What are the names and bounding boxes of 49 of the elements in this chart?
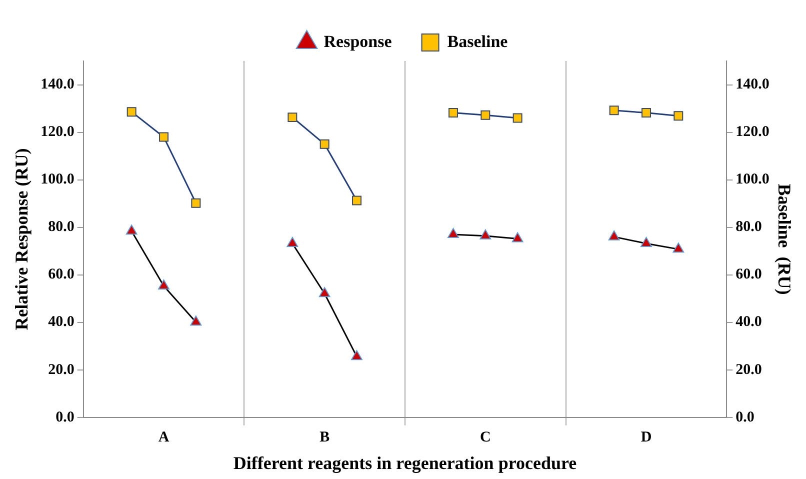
y-axis-title: Relative Response (RU)	[11, 148, 32, 330]
point	[674, 111, 684, 121]
y2-tick-label: 60.0	[736, 266, 762, 283]
point	[608, 230, 620, 240]
point	[448, 108, 458, 118]
point	[288, 112, 298, 122]
x-axis-title: Different reagents in regeneration procedure	[233, 452, 577, 473]
y-tick-label: 0.0	[56, 409, 74, 426]
point	[191, 198, 201, 208]
point	[609, 106, 619, 116]
x-tick-label: D	[640, 429, 652, 446]
y-tick-label: 60.0	[48, 266, 74, 283]
legend-label: Response	[324, 32, 392, 51]
point	[641, 108, 651, 118]
y-tick-label: 40.0	[48, 314, 74, 330]
point	[190, 316, 202, 326]
point	[480, 110, 490, 120]
point	[159, 132, 169, 142]
point	[672, 242, 684, 253]
legend-label: Baseline	[447, 32, 508, 51]
y2-tick-label: 80.0	[736, 219, 762, 236]
point	[126, 107, 136, 117]
x-tick-label: B	[320, 429, 330, 446]
y2-tick-label: 40.0	[736, 314, 762, 330]
point	[126, 224, 138, 235]
x-tick-label: C	[480, 429, 491, 446]
point	[480, 229, 492, 240]
point	[640, 236, 652, 247]
y2-tick-label: 100.0	[736, 172, 770, 188]
point	[512, 113, 522, 123]
point	[351, 350, 362, 360]
point	[286, 236, 298, 247]
x-tick-label: A	[158, 429, 170, 446]
y2-tick-label: 0.0	[736, 409, 754, 426]
point	[448, 228, 459, 238]
y-tick-label: 140.0	[40, 76, 74, 93]
y-tick-label: 20.0	[48, 362, 74, 378]
point	[158, 280, 170, 290]
point	[352, 196, 362, 206]
y-tick-label: 100.0	[40, 172, 74, 188]
y2-tick-label: 140.0	[736, 76, 770, 93]
point	[320, 139, 330, 149]
y2-tick-label: 120.0	[736, 124, 770, 140]
y-tick-label: 120.0	[40, 124, 74, 140]
y-tick-label: 80.0	[48, 219, 74, 236]
y2-axis-title: Baseline (RU)	[774, 184, 795, 295]
point	[512, 232, 524, 242]
point	[318, 287, 330, 298]
y2-tick-label: 20.0	[736, 362, 762, 378]
